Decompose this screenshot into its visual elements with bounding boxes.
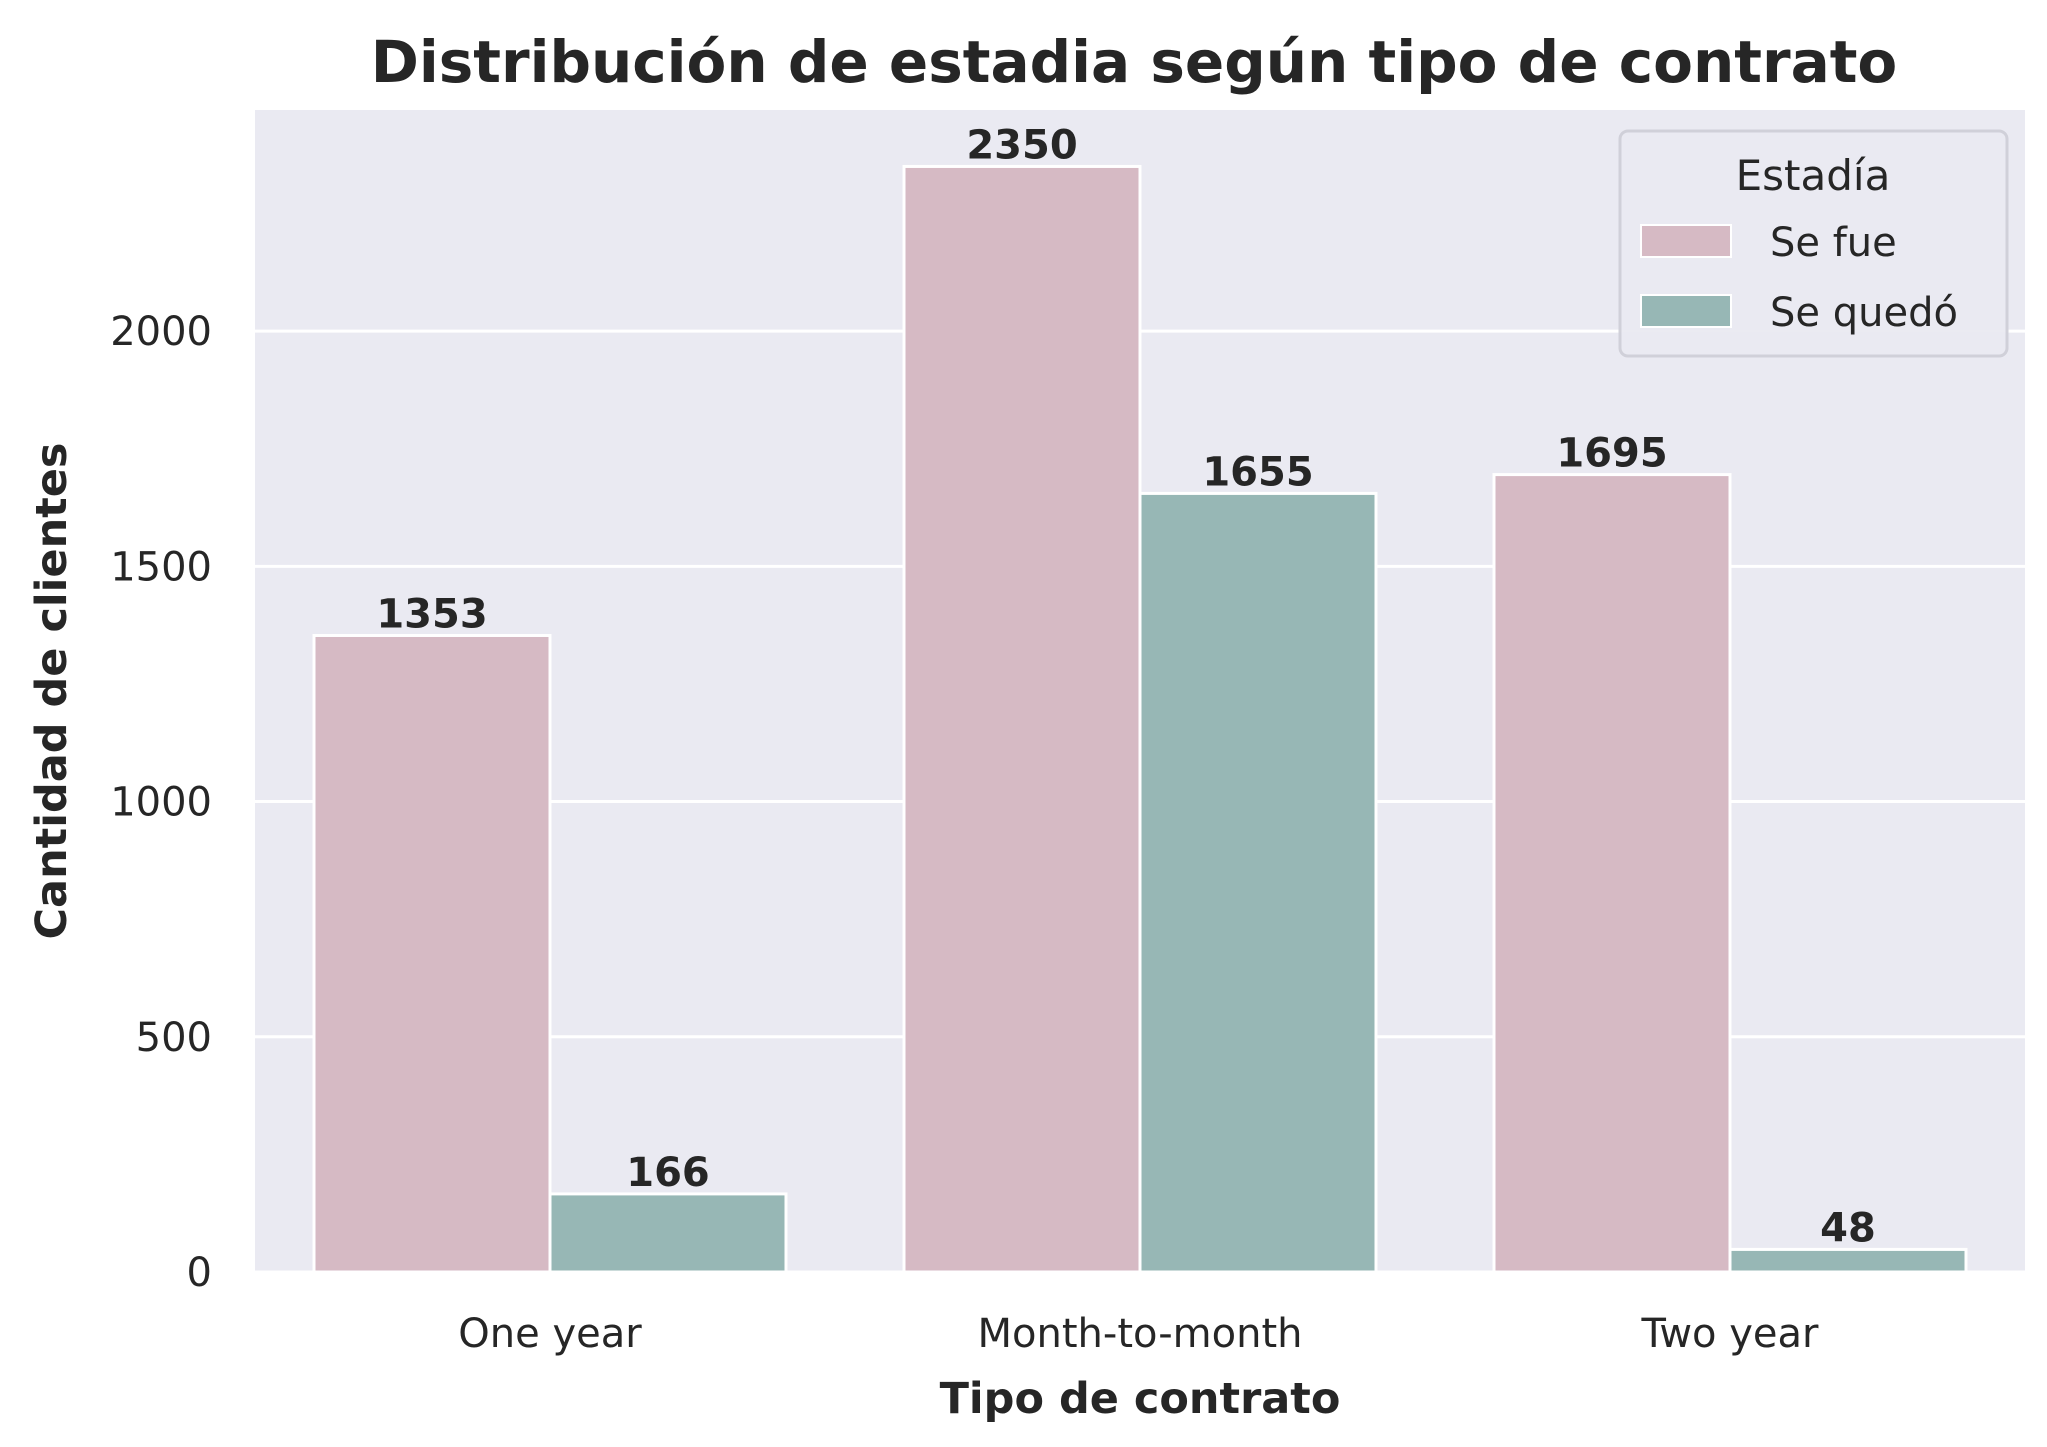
- legend-title: Estadía: [1736, 151, 1891, 200]
- bars: [312, 164, 1968, 1274]
- legend-swatch-se-quedo: [1640, 294, 1732, 328]
- legend-label-se-fue: Se fue: [1770, 220, 1897, 266]
- bar-one-year-se-quedo: [548, 1192, 788, 1274]
- chart-title: Distribución de estadia según tipo de co…: [371, 28, 1898, 96]
- y-tick-1000: 1000: [110, 780, 212, 826]
- bar-month-to-month-se-quedo: [1138, 491, 1378, 1274]
- x-axis-ticks: One year Month-to-month Two year: [458, 1311, 1819, 1357]
- x-tick-month-to-month: Month-to-month: [978, 1311, 1303, 1357]
- y-axis-ticks: 0 500 1000 1500 2000: [110, 309, 212, 1296]
- bar-label-one-year-se-fue: 1353: [376, 591, 487, 637]
- bar-label-one-year-se-quedo: 166: [626, 1150, 710, 1196]
- bar-labels: 1353 166 2350 1655 1695 48: [376, 122, 1876, 1251]
- bar-one-year-se-fue: [312, 633, 552, 1274]
- bar-two-year-se-quedo: [1728, 1247, 1968, 1274]
- y-axis-title: Cantidad de clientes: [27, 443, 77, 940]
- x-tick-two-year: Two year: [1641, 1311, 1820, 1357]
- x-tick-one-year: One year: [458, 1311, 642, 1357]
- y-tick-2000: 2000: [110, 309, 212, 355]
- x-axis-title: Tipo de contrato: [940, 1374, 1341, 1424]
- bar-label-two-year-se-fue: 1695: [1556, 431, 1667, 477]
- legend-label-se-quedo: Se quedó: [1770, 290, 1958, 336]
- y-tick-0: 0: [187, 1250, 212, 1296]
- bar-label-two-year-se-quedo: 48: [1820, 1205, 1876, 1251]
- y-tick-1500: 1500: [110, 544, 212, 590]
- bar-label-month-to-month-se-quedo: 1655: [1202, 449, 1313, 495]
- legend-swatch-se-fue: [1640, 224, 1732, 258]
- legend: Estadía Se fue Se quedó: [1618, 129, 2009, 358]
- bar-two-year-se-fue: [1492, 473, 1732, 1274]
- bar-label-month-to-month-se-fue: 2350: [966, 122, 1077, 168]
- bar-month-to-month-se-fue: [902, 164, 1142, 1274]
- y-tick-500: 500: [136, 1015, 212, 1061]
